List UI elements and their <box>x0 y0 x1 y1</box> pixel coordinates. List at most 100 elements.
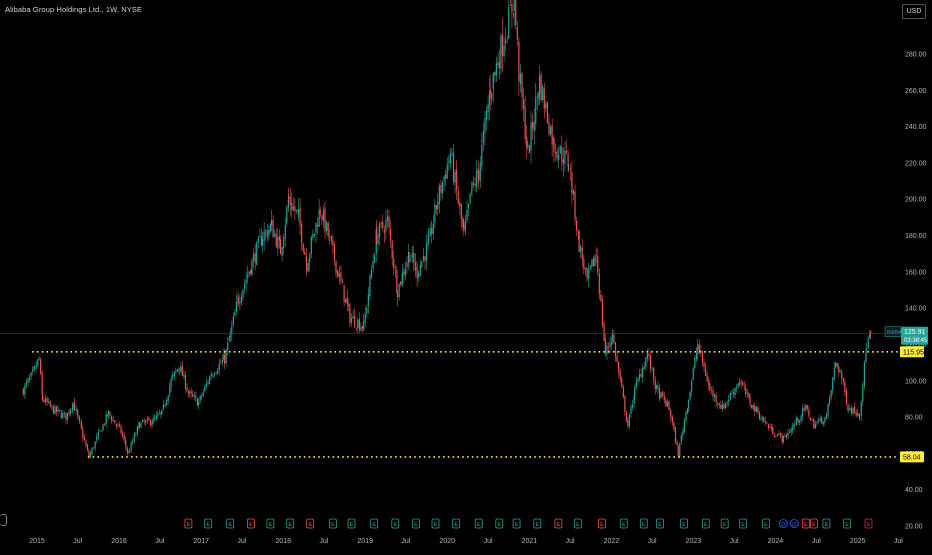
earnings-marker[interactable]: E <box>266 518 275 529</box>
earnings-marker[interactable]: E <box>720 518 729 529</box>
earnings-marker[interactable]: E <box>474 518 483 529</box>
candle-body <box>459 202 461 207</box>
candle-body <box>554 152 557 154</box>
earnings-marker[interactable]: E <box>246 518 255 529</box>
earnings-marker[interactable]: E <box>328 518 337 529</box>
currency-button[interactable]: USD <box>902 4 926 19</box>
candle-body <box>766 422 768 424</box>
candle-body <box>183 374 185 377</box>
dividend-marker[interactable]: D <box>789 519 799 529</box>
candle-body <box>207 383 209 384</box>
earnings-marker[interactable]: E <box>306 518 315 529</box>
candle-body <box>682 430 684 436</box>
candle-body <box>565 150 568 153</box>
candle-body <box>660 392 662 399</box>
candle-body <box>836 363 838 367</box>
candle-body <box>176 369 179 372</box>
candle-body <box>795 418 797 425</box>
earnings-marker[interactable]: E <box>822 518 831 529</box>
marker-letter: D <box>781 522 785 528</box>
earnings-marker[interactable]: E <box>184 518 193 529</box>
earnings-marker[interactable]: E <box>495 518 504 529</box>
candle-body <box>456 169 458 190</box>
candle-body <box>310 237 312 254</box>
earnings-marker[interactable]: E <box>864 518 873 529</box>
candle-body <box>170 378 172 387</box>
candle-body <box>55 406 58 412</box>
earnings-marker[interactable]: E <box>801 518 810 529</box>
earnings-marker[interactable]: E <box>412 518 420 529</box>
candle-body <box>335 260 337 274</box>
candle-body <box>223 354 226 364</box>
earnings-marker[interactable]: E <box>574 518 582 529</box>
earnings-marker[interactable]: E <box>619 518 628 529</box>
candle-body <box>845 391 848 404</box>
marker-letter: D <box>792 522 796 528</box>
earnings-marker[interactable]: E <box>680 518 688 529</box>
candle-body <box>345 298 347 303</box>
candle-body <box>500 35 502 69</box>
candle-body <box>787 432 789 437</box>
candle-body <box>97 431 99 438</box>
candle-body <box>536 95 538 97</box>
earnings-marker[interactable]: E <box>391 518 400 529</box>
earnings-marker[interactable]: E <box>431 518 440 529</box>
earnings-marker[interactable]: E <box>226 518 235 529</box>
earnings-marker[interactable]: E <box>639 518 648 529</box>
candle-body <box>360 326 362 331</box>
candle-body <box>77 409 79 416</box>
candle-body <box>870 331 872 334</box>
candle-body <box>41 395 43 400</box>
candle-body <box>515 0 517 25</box>
candle-body <box>645 357 647 367</box>
earnings-marker[interactable]: E <box>370 518 379 529</box>
earnings-marker[interactable]: E <box>512 518 521 529</box>
candle-body <box>655 385 657 389</box>
candle-body <box>325 221 328 231</box>
candle-body <box>464 221 467 232</box>
earnings-marker[interactable]: E <box>739 518 747 529</box>
candle-body <box>677 445 679 456</box>
candle-body <box>284 225 286 239</box>
candle-body <box>71 407 73 409</box>
candle-body <box>604 338 606 354</box>
x-tick-label: 2015 <box>29 538 45 545</box>
candle-body <box>724 402 727 409</box>
candle-body <box>638 374 641 379</box>
candle-body <box>497 63 499 65</box>
earnings-marker[interactable]: E <box>762 518 770 529</box>
earnings-marker[interactable]: E <box>701 518 710 529</box>
candle-body <box>105 414 107 425</box>
earnings-marker[interactable]: E <box>452 518 461 529</box>
candle-body <box>57 409 59 412</box>
candle-body <box>763 417 765 422</box>
dividend-marker[interactable]: D <box>778 519 788 529</box>
candle-body <box>841 371 843 379</box>
candle-body <box>281 246 283 256</box>
earnings-marker[interactable]: E <box>843 518 851 529</box>
candle-body <box>634 386 636 397</box>
candle-body <box>649 355 652 369</box>
earnings-marker[interactable]: E <box>598 518 606 529</box>
earnings-marker[interactable]: E <box>533 518 542 529</box>
candle-body <box>627 420 629 427</box>
candle-body <box>781 435 783 442</box>
candle-body <box>540 74 542 101</box>
earnings-marker[interactable]: E <box>204 518 213 529</box>
settings-handle[interactable] <box>0 514 7 526</box>
candle-body <box>39 359 42 374</box>
earnings-icon <box>266 518 275 529</box>
candle-body <box>382 221 384 229</box>
candle-body <box>816 421 818 424</box>
candle-body <box>600 294 602 301</box>
candle-body <box>123 435 125 440</box>
earnings-marker[interactable]: E <box>554 518 563 529</box>
earnings-marker[interactable]: E <box>347 518 356 529</box>
earnings-marker[interactable]: E <box>810 518 818 529</box>
earnings-marker[interactable]: E <box>656 518 664 529</box>
candle-body <box>835 362 837 368</box>
earnings-marker[interactable]: E <box>286 518 295 529</box>
candle-body <box>107 410 110 415</box>
